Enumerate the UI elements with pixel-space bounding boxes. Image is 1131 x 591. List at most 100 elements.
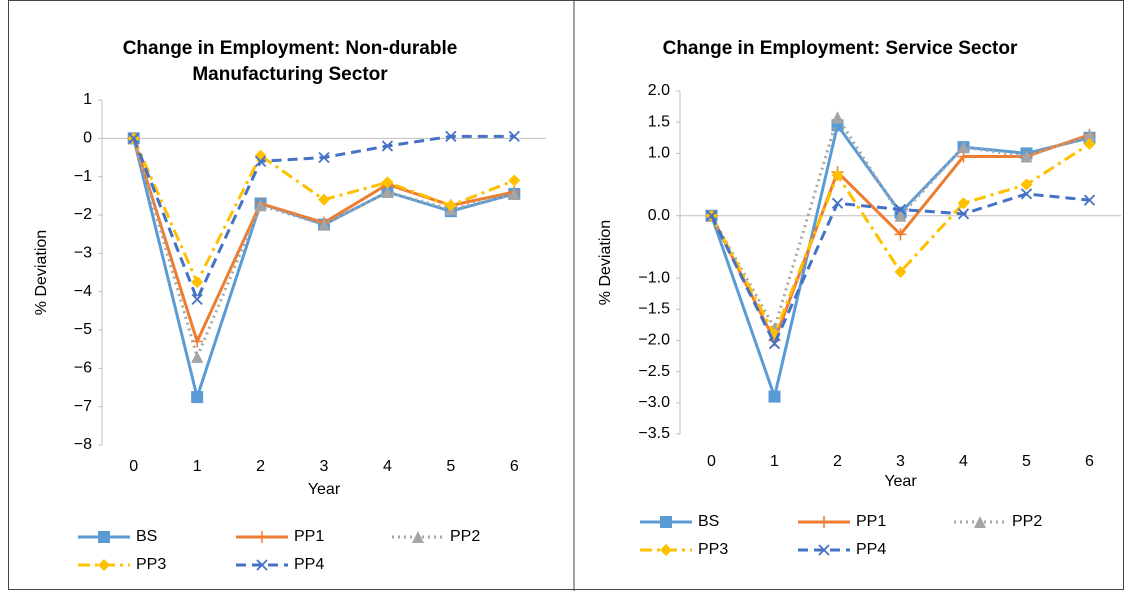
- x-tick-label: 6: [1085, 453, 1094, 470]
- y-tick-label: 1.5: [648, 113, 670, 130]
- y-tick-label: 2.0: [648, 82, 670, 99]
- y-tick-label: −4: [74, 283, 92, 300]
- legend-label: PP2: [450, 528, 480, 545]
- x-tick-label: 4: [959, 453, 968, 470]
- marker: [254, 155, 267, 167]
- y-tick-label: −2: [74, 206, 92, 223]
- marker: [705, 210, 718, 222]
- legend-label: BS: [136, 528, 157, 545]
- marker: [98, 559, 110, 571]
- marker: [831, 169, 844, 182]
- marker: [818, 516, 830, 528]
- series-line: [132, 137, 515, 343]
- legend-label: PP2: [1012, 513, 1042, 530]
- x-tick-label: 0: [707, 453, 716, 470]
- y-tick-label: −5: [74, 321, 92, 338]
- marker: [1020, 188, 1033, 200]
- y-tick-label: −3: [74, 245, 92, 262]
- legend-label: PP3: [136, 556, 166, 573]
- marker: [128, 132, 140, 144]
- marker: [974, 516, 986, 528]
- y-axis-label: % Deviation: [33, 230, 50, 315]
- marker: [818, 544, 830, 556]
- y-tick-label: −2.0: [638, 332, 670, 349]
- x-tick-label: 2: [833, 453, 842, 470]
- marker: [894, 209, 907, 222]
- y-tick-label: −3.5: [638, 425, 670, 442]
- marker: [254, 199, 267, 212]
- chart-title: Change in Employment: Non-durable Manufa…: [122, 38, 458, 85]
- legend-label: BS: [698, 513, 719, 530]
- y-tick-label: −1.5: [638, 300, 670, 317]
- marker: [831, 111, 844, 124]
- y-tick-label: −1: [74, 168, 92, 185]
- marker: [1083, 194, 1096, 206]
- x-tick-label: 1: [193, 458, 202, 475]
- y-tick-label: −3.0: [638, 394, 670, 411]
- x-tick-label: 5: [446, 458, 455, 475]
- y-tick-label: −2.5: [638, 363, 670, 380]
- chart-title: Change in Employment: Service Sector: [662, 38, 1018, 59]
- marker: [256, 531, 268, 543]
- marker: [1083, 138, 1096, 151]
- marker: [957, 141, 970, 154]
- legend-label: PP4: [856, 541, 886, 558]
- marker: [381, 176, 394, 189]
- y-tick-label: 0: [83, 130, 92, 147]
- x-tick-label: 1: [770, 453, 779, 470]
- marker: [191, 350, 204, 363]
- marker: [894, 265, 907, 278]
- x-tick-label: 5: [1022, 453, 1031, 470]
- marker: [1020, 150, 1033, 163]
- y-tick-label: 1.0: [648, 145, 670, 162]
- marker: [768, 337, 781, 350]
- marker: [768, 390, 781, 403]
- marker: [831, 197, 844, 209]
- marker: [660, 516, 672, 528]
- marker: [508, 174, 521, 187]
- marker: [191, 391, 204, 404]
- x-axis-label: Year: [308, 481, 341, 498]
- marker: [444, 199, 457, 212]
- x-tick-label: 0: [129, 458, 138, 475]
- legend-label: PP3: [698, 541, 728, 558]
- marker: [508, 130, 520, 143]
- marker: [894, 203, 907, 216]
- marker: [191, 276, 204, 289]
- y-tick-label: −1.0: [638, 269, 670, 286]
- y-tick-label: −7: [74, 398, 92, 415]
- marker: [318, 193, 330, 206]
- marker: [318, 218, 330, 231]
- marker: [381, 186, 394, 198]
- series-line: [132, 137, 515, 399]
- marker: [894, 228, 907, 241]
- legend-label: PP4: [294, 556, 324, 573]
- marker: [660, 544, 672, 556]
- series-line: [710, 115, 1090, 330]
- marker: [957, 197, 970, 210]
- y-tick-label: −8: [74, 436, 92, 453]
- x-tick-label: 2: [256, 458, 265, 475]
- x-tick-label: 6: [510, 458, 519, 475]
- marker: [191, 293, 203, 305]
- frame: [8, 0, 1124, 590]
- marker: [1020, 178, 1033, 191]
- y-axis-label: % Deviation: [597, 220, 614, 305]
- marker: [256, 559, 268, 571]
- x-tick-label: 3: [896, 453, 905, 470]
- y-tick-label: 1: [83, 91, 92, 108]
- x-tick-label: 4: [383, 458, 392, 475]
- legend-label: PP1: [294, 528, 324, 545]
- marker: [508, 187, 521, 200]
- y-tick-label: 0.0: [648, 207, 670, 224]
- x-axis-label: Year: [884, 473, 917, 490]
- marker: [412, 531, 424, 543]
- marker: [1083, 128, 1096, 141]
- series-line: [710, 123, 1090, 399]
- legend-label: PP1: [856, 513, 886, 530]
- marker: [445, 130, 457, 143]
- x-tick-label: 3: [320, 458, 329, 475]
- marker: [318, 151, 330, 164]
